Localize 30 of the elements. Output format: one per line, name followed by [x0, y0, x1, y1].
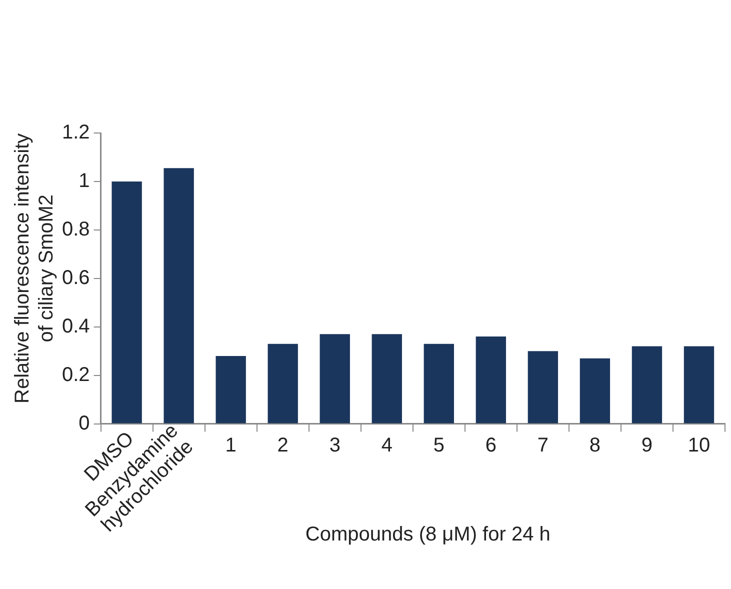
x-tick-label: 2 — [277, 434, 288, 456]
bar — [632, 346, 662, 424]
y-tick-label: 0.4 — [62, 315, 90, 338]
y-tick-label: 1 — [78, 170, 90, 192]
x-tick-label: 9 — [641, 434, 653, 456]
bar — [320, 334, 350, 424]
x-tick-label: 6 — [485, 434, 496, 456]
y-axis-title: Relative fluorescence intensity of ciliary SmoM2 — [12, 133, 58, 404]
bar — [164, 168, 194, 424]
y-tick-label: 0.2 — [62, 364, 90, 386]
bar — [112, 181, 142, 424]
bar — [580, 358, 610, 424]
x-tick-label: 1 — [225, 434, 236, 456]
bar — [528, 351, 558, 424]
x-tick-label: 4 — [381, 434, 392, 456]
y-tick-label: 0.6 — [62, 266, 90, 289]
bar — [684, 346, 714, 424]
x-tick-label: 8 — [589, 434, 601, 456]
bar — [372, 334, 402, 424]
bar — [476, 336, 506, 424]
x-tick-label: 10 — [688, 434, 710, 456]
x-tick-label: 5 — [433, 434, 444, 456]
x-tick-label: 7 — [537, 434, 549, 456]
y-tick-label: 1.2 — [62, 122, 90, 144]
y-tick-label: 0.8 — [62, 218, 90, 240]
bar — [424, 344, 454, 424]
bar — [268, 344, 298, 424]
x-axis-title: Compounds (8 μM) for 24 h — [305, 524, 550, 546]
bar — [216, 356, 246, 424]
x-tick-label: 3 — [329, 434, 340, 456]
